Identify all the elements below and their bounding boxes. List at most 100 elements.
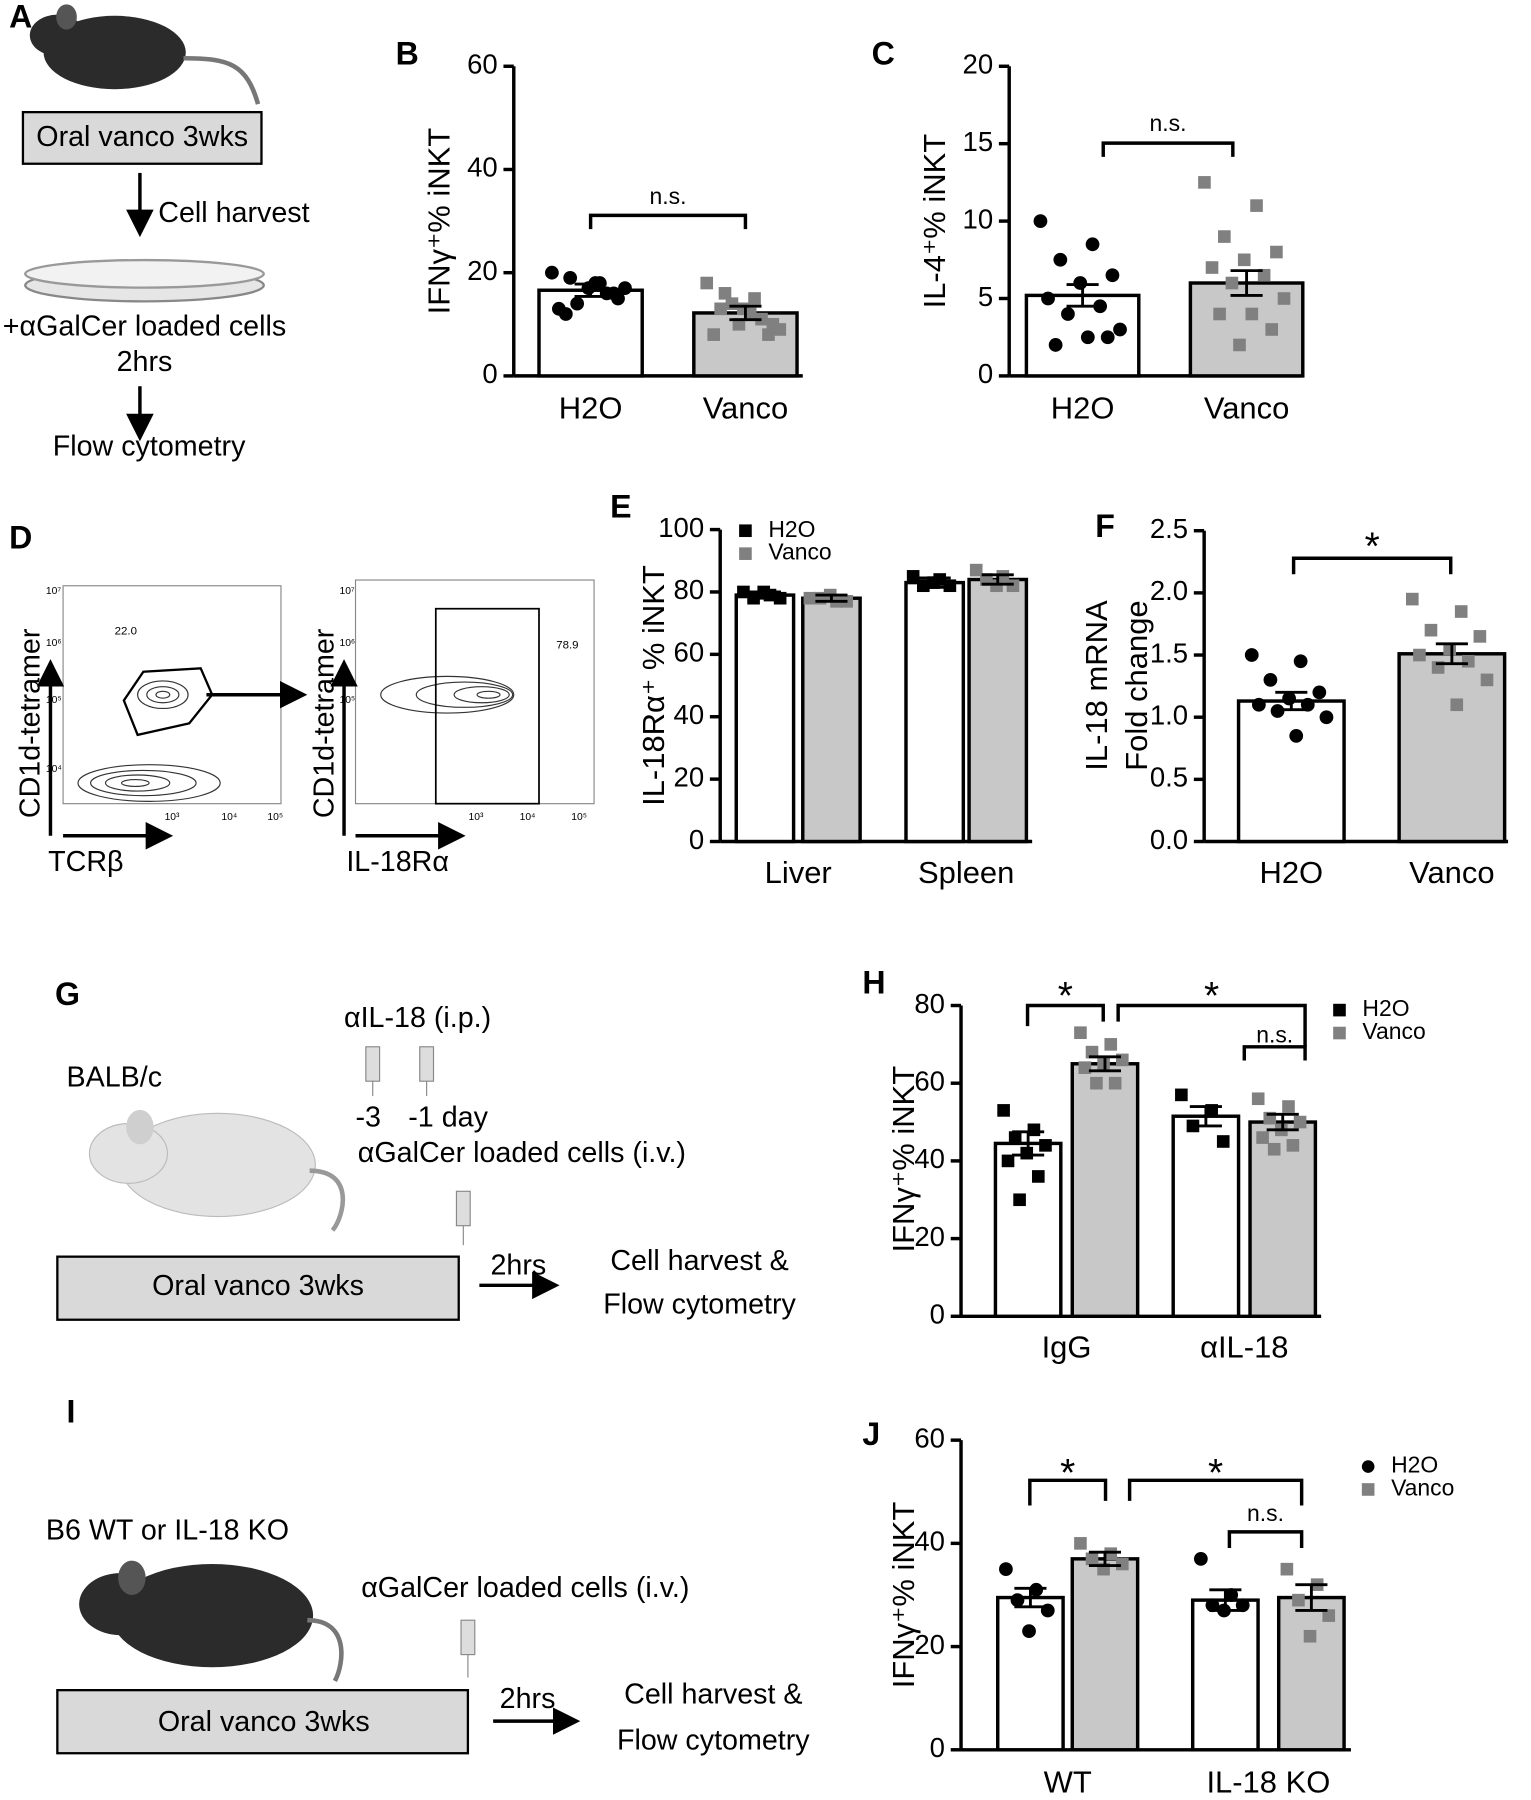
legend-marker xyxy=(1333,1026,1346,1040)
data-point xyxy=(1216,1135,1230,1148)
bar-chart: B IFNγ⁺% iNKT 0 20 40 60 H2O Vanco n.s. xyxy=(396,35,803,425)
panel-letter: C xyxy=(872,35,895,71)
y-tick-label: 20 xyxy=(467,255,498,286)
data-point xyxy=(997,1104,1010,1117)
x-tick-label: IL-18 KO xyxy=(1206,1764,1330,1799)
legend-marker xyxy=(739,547,752,560)
data-point xyxy=(1080,330,1095,345)
significance-bracket xyxy=(588,213,748,230)
data-point xyxy=(1289,728,1304,743)
y-axis-label: IL-18Rα⁺ % iNKT xyxy=(636,565,671,806)
data-point xyxy=(725,297,739,310)
y-tick-label: 60 xyxy=(467,49,498,80)
data-point xyxy=(1233,338,1246,352)
tick-label: 10³ xyxy=(165,812,180,823)
data-point xyxy=(1039,1139,1052,1152)
data-point xyxy=(1198,176,1211,189)
data-point xyxy=(1048,338,1063,352)
time-label: 2hrs xyxy=(500,1683,556,1715)
significance-bracket xyxy=(1116,1003,1307,1047)
y-tick-label: 80 xyxy=(674,574,705,605)
data-point xyxy=(1073,276,1088,290)
y-tick-label: 20 xyxy=(914,1221,945,1252)
significance-bracket xyxy=(1101,141,1235,157)
treatment-box xyxy=(21,110,263,165)
significance-label: * xyxy=(1208,1452,1223,1495)
data-point xyxy=(1218,230,1231,243)
data-point xyxy=(1001,1154,1015,1168)
axis-label: TCRβ xyxy=(48,846,123,878)
y-tick-label: 0.5 xyxy=(1150,762,1188,793)
data-point xyxy=(1225,276,1239,290)
y-tick-label: 1.5 xyxy=(1150,637,1188,668)
legend-label: H2O xyxy=(1362,995,1409,1021)
data-point xyxy=(1085,1045,1099,1059)
significance-label: n.s. xyxy=(1247,1500,1284,1526)
strain: B6 WT or IL-18 KO xyxy=(46,1514,289,1546)
data-point xyxy=(1257,268,1271,282)
data-point xyxy=(1235,1598,1250,1613)
significance-bracket xyxy=(1025,1003,1105,1027)
data-point xyxy=(1303,1629,1317,1643)
data-point xyxy=(906,570,920,583)
panel-a: A Oral vanco 3wks Cell harvest +αGalCer … xyxy=(3,0,310,463)
significance-label: n.s. xyxy=(1256,1022,1293,1048)
bar xyxy=(537,288,644,378)
data-point xyxy=(737,585,750,599)
data-point xyxy=(1033,214,1048,228)
data-point xyxy=(969,563,983,577)
data-point xyxy=(1078,1061,1092,1074)
y-tick-label: 0 xyxy=(482,358,497,389)
data-point xyxy=(1193,1551,1208,1566)
panel-i: I B6 WT or IL-18 KO αGalCer loaded cells… xyxy=(46,1393,810,1756)
bar xyxy=(1070,1062,1140,1319)
y-tick-label: 60 xyxy=(914,1065,945,1096)
treatment-text: αGalCer loaded cells (i.v.) xyxy=(361,1572,689,1604)
bar xyxy=(692,311,799,378)
panel-letter: A xyxy=(9,0,32,35)
y-tick-label: 20 xyxy=(674,761,705,792)
data-point xyxy=(1013,1193,1026,1207)
outcome-text: Flow cytometry xyxy=(603,1289,796,1321)
data-point xyxy=(1085,1552,1099,1566)
y-tick-label: 5 xyxy=(978,281,993,312)
y-axis-label: IFNγ⁺% iNKT xyxy=(422,128,457,315)
treatment-text: αGalCer loaded cells (i.v.) xyxy=(358,1137,686,1169)
data-point xyxy=(1224,1588,1239,1602)
data-point xyxy=(1265,323,1279,336)
data-point xyxy=(1053,252,1068,267)
data-point xyxy=(1270,245,1283,259)
data-point xyxy=(1104,1038,1118,1051)
axis-label: IL-18Rα xyxy=(346,846,449,878)
y-tick-label: 40 xyxy=(914,1526,945,1557)
data-point xyxy=(1251,697,1266,712)
data-point xyxy=(618,281,632,296)
legend-marker xyxy=(1333,1003,1346,1017)
tick-label: 10⁴ xyxy=(221,812,237,823)
data-point xyxy=(1282,1100,1295,1113)
significance-bracket xyxy=(1028,1478,1108,1506)
data-point xyxy=(1256,1131,1269,1144)
y-axis-label: IL-4⁺% iNKT xyxy=(917,134,952,309)
significance-bracket xyxy=(1242,1045,1307,1061)
contours xyxy=(77,680,221,802)
significance-label: * xyxy=(1365,525,1380,568)
day-label: -3 xyxy=(356,1102,381,1134)
data-point xyxy=(1250,199,1263,212)
y-tick-label: 15 xyxy=(963,126,994,157)
bar xyxy=(993,1141,1063,1319)
y-tick-label: 0 xyxy=(689,824,704,855)
data-point xyxy=(545,265,559,280)
significance-label: n.s. xyxy=(650,183,687,209)
data-point xyxy=(1300,697,1315,712)
syringe-icons xyxy=(365,1046,471,1246)
bar xyxy=(904,580,966,844)
data-point xyxy=(1237,253,1251,267)
data-point xyxy=(1108,1076,1122,1090)
data-point xyxy=(1413,648,1426,662)
mouse-icon xyxy=(88,1109,346,1232)
panel-letter: D xyxy=(9,519,32,555)
